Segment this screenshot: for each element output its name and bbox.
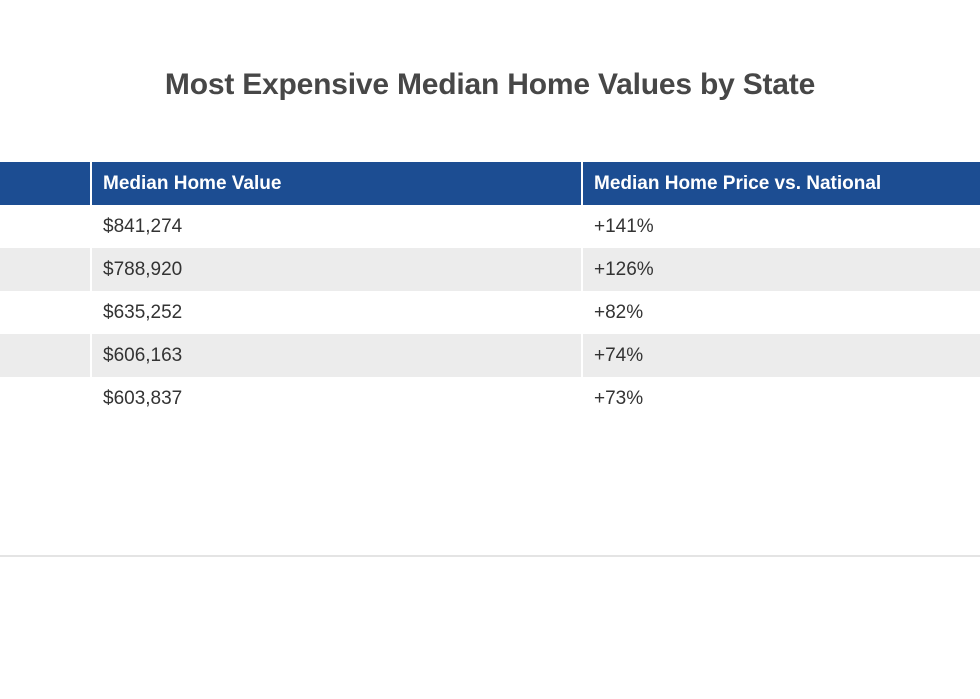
state-cell — [0, 291, 90, 334]
state-cell — [0, 334, 90, 377]
table-row: $635,252 +82% — [0, 291, 980, 334]
chart-title: Most Expensive Median Home Values by Sta… — [164, 68, 816, 101]
vs-national-cell: +141% — [581, 205, 980, 248]
table-row: $603,837 +73% — [0, 377, 980, 420]
table-row: $788,920 +126% — [0, 248, 980, 291]
state-cell — [0, 248, 90, 291]
header-median-home-value: Median Home Value — [90, 162, 581, 205]
vs-national-cell: +73% — [581, 377, 980, 420]
vs-national-cell: +74% — [581, 334, 980, 377]
table-header-row: Median Home Value Median Home Price vs. … — [0, 162, 980, 205]
state-cell — [0, 377, 90, 420]
vs-national-cell: +126% — [581, 248, 980, 291]
table-row: $606,163 +74% — [0, 334, 980, 377]
value-cell: $606,163 — [90, 334, 581, 377]
header-state — [0, 162, 90, 205]
value-cell: $635,252 — [90, 291, 581, 334]
state-cell — [0, 205, 90, 248]
bottom-divider — [0, 555, 980, 557]
vs-national-cell: +82% — [581, 291, 980, 334]
data-table: Median Home Value Median Home Price vs. … — [0, 162, 980, 420]
value-cell: $603,837 — [90, 377, 581, 420]
table-row: $841,274 +141% — [0, 205, 980, 248]
header-vs-national: Median Home Price vs. National — [581, 162, 980, 205]
value-cell: $841,274 — [90, 205, 581, 248]
value-cell: $788,920 — [90, 248, 581, 291]
